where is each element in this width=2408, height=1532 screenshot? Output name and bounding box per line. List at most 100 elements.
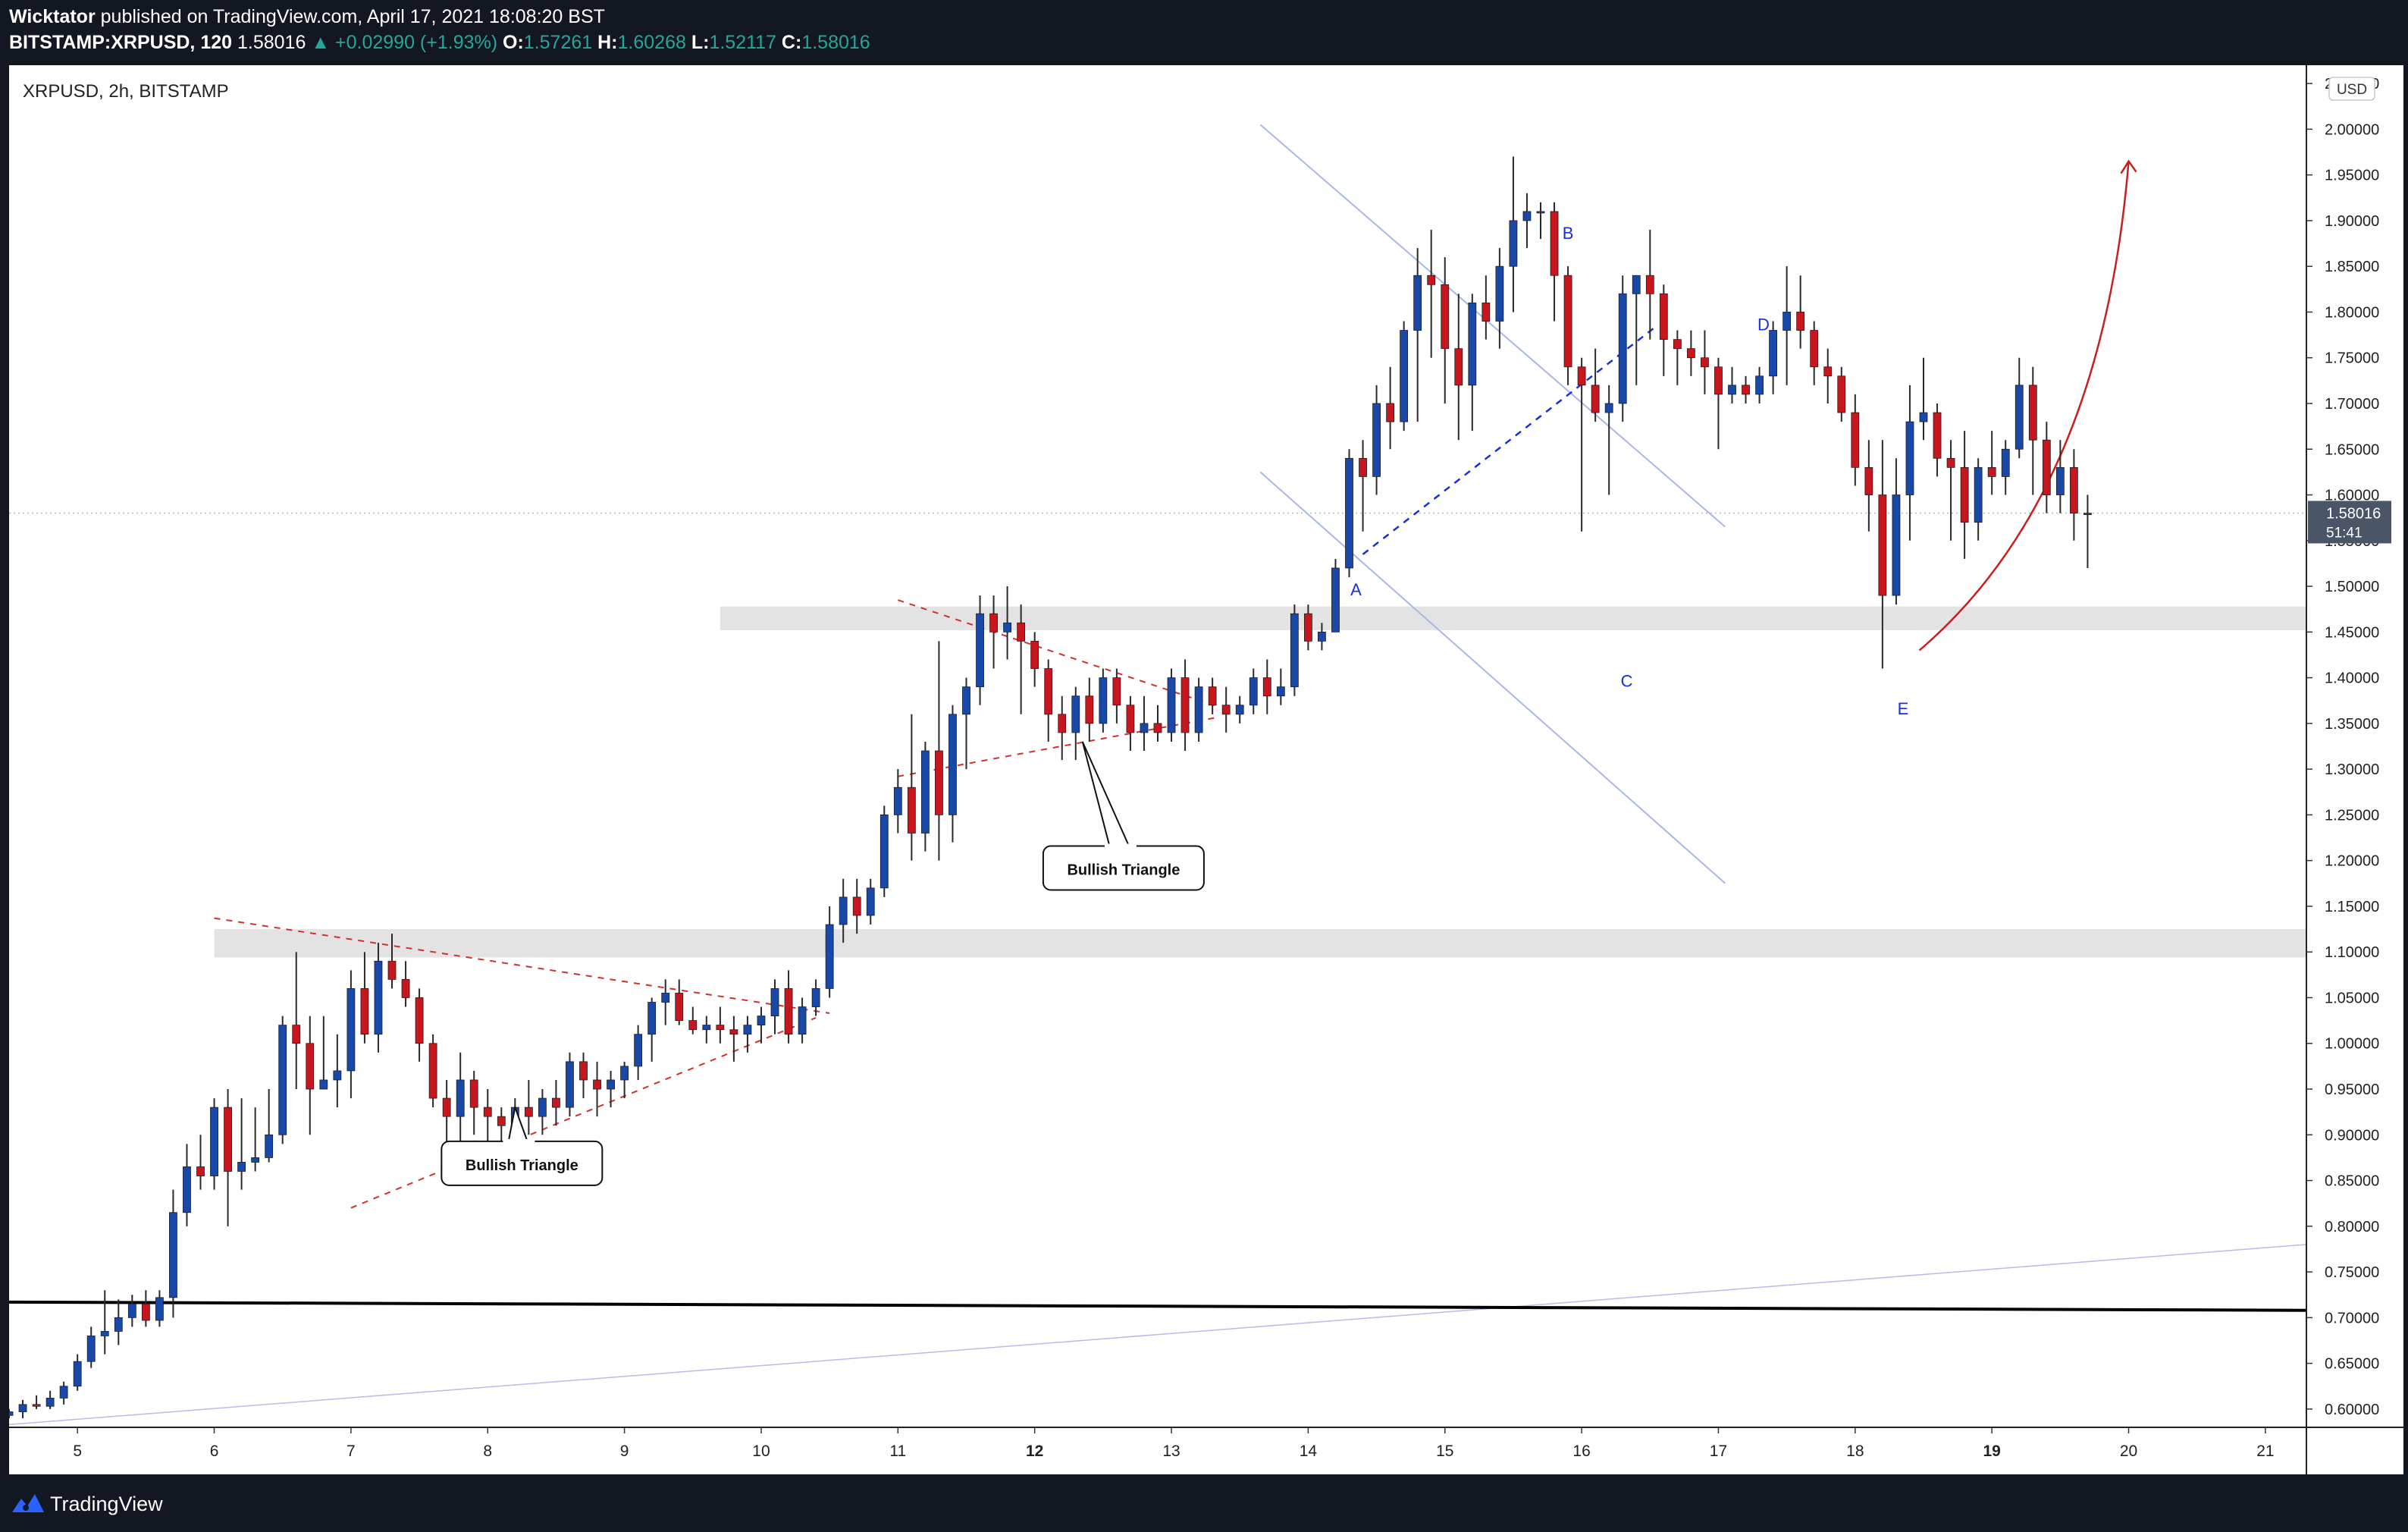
candle-body [729,1029,738,1035]
candle-up [319,1016,328,1090]
candle-body [607,1079,615,1090]
candle-body [333,1070,342,1081]
candle-up [1468,294,1477,432]
time-tick-label: 20 [2120,1443,2137,1460]
candle-down [989,595,998,669]
candle-up [1604,385,1613,495]
time-axis[interactable]: 5 6 7 8 9 10 11 12 13 14 15 16 17 18 19 20 21 [9,1427,2403,1460]
time-tick-label: 16 [1572,1443,1590,1460]
author-name[interactable]: Wicktator [9,6,96,27]
candle-body [1618,293,1627,404]
candle-up [1194,677,1203,742]
candle-down [2069,449,2078,541]
candle-body [920,750,930,833]
candle-body [661,993,670,1003]
candle-down [1796,275,1805,349]
candle-body [1017,622,1026,642]
candle-down [524,1079,533,1135]
candle-up [948,705,957,843]
candle-body [415,997,424,1044]
price-axis[interactable]: 0.60000 0.65000 0.70000 0.75000 0.80000 0.850… [2306,65,2391,1474]
time-tick-label: 5 [73,1443,82,1460]
candle-body [1632,275,1641,294]
time-tick-label: 13 [1162,1443,1180,1460]
currency-label: USD [2337,82,2367,98]
candle-body [811,988,820,1007]
candle-body [1427,275,1436,285]
bullish-triangle-callout: Bullish Triangle [1042,741,1205,891]
candle-body [59,1386,68,1399]
candle-down [387,934,397,989]
price-tick-label: 0.95000 [2325,1082,2379,1098]
price-tick-label: 1.85000 [2325,259,2379,275]
candle-up [1003,586,1012,660]
candle-body [442,1097,451,1117]
candle-body [634,1034,643,1067]
tradingview-logo-icon[interactable] [11,1491,45,1515]
candle-up [265,1089,274,1163]
candle-up [18,1399,27,1418]
close-label: C: [781,32,802,53]
candle-body [1810,330,1819,368]
candle-body [18,1404,27,1412]
candle-down [1454,294,1463,441]
time-tick-label: 19 [1983,1443,2000,1460]
candle-body [1441,284,1450,350]
wave-label-e: E [1898,699,1909,718]
candle-up [1140,695,1149,752]
price-tick-label: 1.05000 [2325,990,2379,1006]
callout-text: Bullish Triangle [1067,862,1180,879]
candle-down [1085,677,1094,742]
candle-up [620,1061,629,1099]
candle-down [306,1016,315,1135]
candle-up [127,1295,136,1327]
candle-body [1413,275,1422,331]
candle-body [1044,668,1053,715]
candle-down [1058,695,1067,761]
support-zone [720,606,2306,630]
candle-up [770,979,779,1034]
candle-body [1728,385,1736,395]
price-tick-label: 1.00000 [2325,1036,2379,1053]
candle-up [374,943,383,1053]
candle-body [32,1404,41,1407]
candle-body [1645,275,1654,294]
candle-up [1249,668,1258,714]
candle-down [1837,366,1846,422]
candle-down [1303,604,1312,651]
projection-arrow [1918,161,2130,651]
candle-down [1221,686,1231,733]
candle-down [579,1052,588,1099]
price-tick-label: 1.75000 [2325,350,2379,367]
tradingview-brand[interactable]: TradingView [50,1493,163,1515]
price-tick-label: 0.65000 [2325,1356,2379,1373]
candle-down [1960,431,1969,559]
candle-up [346,970,356,1099]
price-chart[interactable]: A B C D E Bullish Triangle Bullish Triangle 0.… [9,65,2403,1474]
candle-up [1276,668,1285,705]
candle-up [634,1025,643,1080]
time-tick-label: 17 [1710,1443,1727,1460]
key-level-line [9,1300,2307,1312]
candle-body [743,1025,752,1035]
currency-badge[interactable]: USD [2328,77,2375,101]
candle-down [1823,348,1833,403]
price-tick-label: 0.80000 [2325,1219,2379,1235]
low-label: L: [691,32,710,53]
current-price-label: 1.58016 [2326,505,2381,522]
time-tick-label: 7 [346,1443,356,1460]
candle-body [141,1303,150,1321]
candle-body [1454,348,1463,386]
candle-body [866,887,875,916]
candle-up [566,1052,574,1117]
chart-pane[interactable]: A B C D E Bullish Triangle Bullish Triangle 0.… [9,65,2403,1474]
candle-body [1577,366,1586,386]
candle-down [1386,366,1395,450]
candle-up [1099,668,1108,733]
candle-down [1017,604,1026,714]
candle-body [1659,293,1668,341]
candle-body [1701,357,1709,368]
candle-up [2083,494,2092,568]
candle-up [1632,275,1641,385]
candle-up [825,906,834,998]
